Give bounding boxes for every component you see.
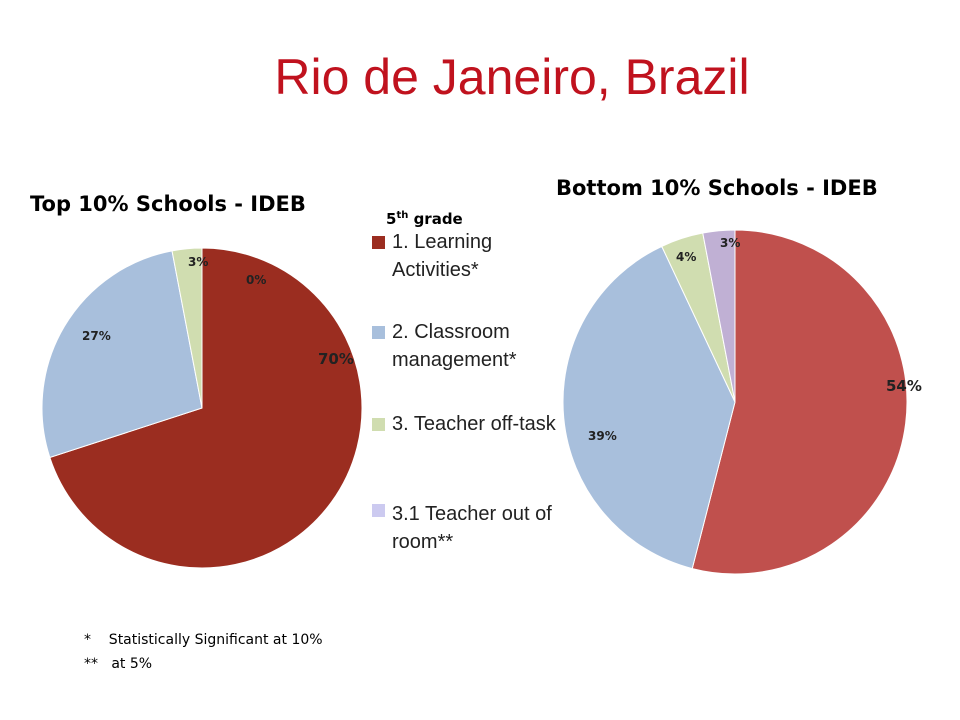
grade-number: 5	[386, 210, 397, 228]
footnote-5pct: ** at 5%	[84, 656, 153, 672]
legend-label-offtask: 3. Teacher off-task	[392, 413, 556, 435]
data-label-outofroom-bottom: 3%	[720, 236, 740, 250]
data-label-classroom-bottom: 39%	[588, 429, 617, 443]
footnote-10pct: * Statistically Significant at 10%	[84, 632, 323, 648]
slice-learning-bottom	[691, 229, 908, 575]
legend-label-classroom: 2. Classroom management*	[392, 321, 517, 371]
slice-classroom-top	[41, 250, 203, 459]
slice-classroom-bottom	[562, 245, 736, 570]
grade-superscript: th	[396, 210, 409, 221]
data-label-offtask-top: 3%	[188, 255, 208, 269]
data-label-learning-top: 70%	[318, 350, 354, 368]
legend-label-learning: 1. Learning Activities*	[392, 231, 493, 281]
pie-top-schools	[41, 247, 363, 569]
data-label-classroom-top: 27%	[82, 329, 111, 343]
chart-title-bottom: Bottom 10% Schools - IDEB	[556, 176, 878, 200]
grade-label: 5th grade	[386, 210, 463, 228]
grade-suffix: grade	[408, 210, 463, 228]
slice-outofroom-bottom	[702, 229, 736, 403]
legend-swatch-offtask	[372, 418, 385, 431]
slice-learning-top	[49, 247, 363, 569]
data-label-learning-bottom: 54%	[886, 377, 922, 395]
legend-swatch-learning	[372, 236, 385, 249]
legend-swatch-classroom	[372, 326, 385, 339]
slide-title: Rio de Janeiro, Brazil	[274, 49, 750, 105]
slice-offtask-top	[171, 247, 203, 409]
chart-title-top: Top 10% Schools - IDEB	[30, 192, 306, 216]
data-label-offtask-bottom: 4%	[676, 250, 696, 264]
legend-swatch-outofroom	[372, 504, 385, 517]
pie-bottom-schools	[562, 229, 908, 575]
data-label-outofroom-top: 0%	[246, 273, 266, 287]
legend-label-outofroom: 3.1 Teacher out of room**	[392, 503, 552, 553]
